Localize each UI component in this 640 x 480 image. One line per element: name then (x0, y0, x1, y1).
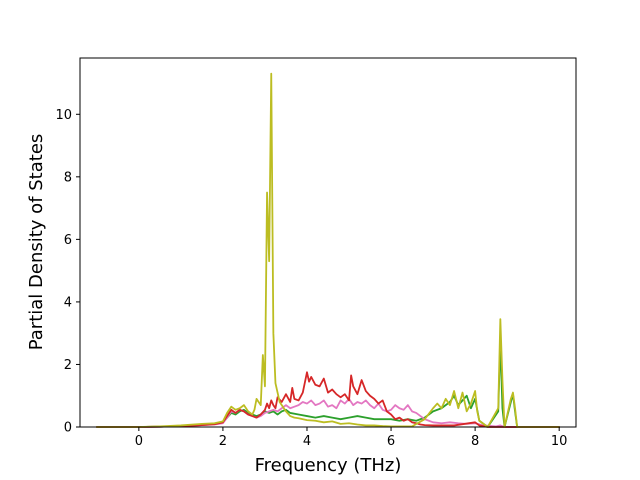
series-line-3 (95, 371, 561, 428)
y-axis-ticks: 0 2 4 6 8 10 (55, 108, 80, 436)
y-tick-label: 0 (64, 421, 72, 436)
series-line-4 (95, 72, 561, 428)
series-layer (95, 72, 561, 428)
y-axis-label: Partial Density of States (26, 134, 47, 351)
y-tick-label: 4 (64, 295, 72, 310)
x-tick-label: 4 (303, 434, 311, 449)
y-tick-label: 6 (64, 233, 72, 248)
series-line-1 (95, 338, 561, 428)
y-tick-label: 2 (64, 358, 72, 373)
x-tick-label: 0 (135, 434, 143, 449)
y-tick-label: 8 (64, 170, 72, 185)
x-tick-label: 8 (471, 434, 479, 449)
plot-frame (79, 57, 577, 428)
x-tick-label: 10 (551, 434, 568, 449)
x-axis-ticks: 0 2 4 6 8 10 (135, 427, 568, 449)
x-tick-label: 6 (387, 434, 395, 449)
y-tick-label: 10 (55, 108, 72, 123)
x-tick-label: 2 (219, 434, 227, 449)
x-axis-label: Frequency (THz) (255, 455, 402, 476)
